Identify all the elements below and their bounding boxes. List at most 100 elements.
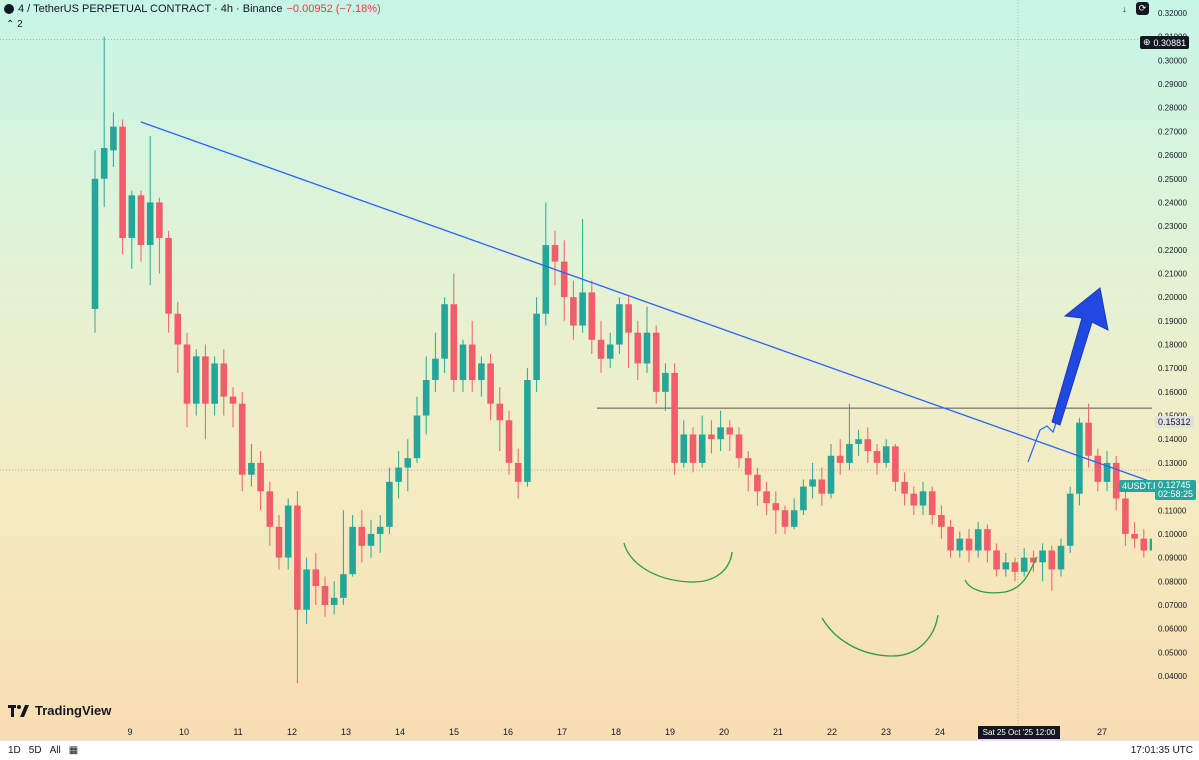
last-price-value: 0.12745 bbox=[1158, 480, 1191, 490]
candle-body bbox=[174, 313, 182, 345]
candle-body bbox=[754, 474, 761, 492]
candle-body bbox=[551, 245, 559, 262]
candle-body bbox=[993, 550, 1000, 570]
breakout-arrow bbox=[1051, 287, 1109, 426]
price-tick-label: 0.30000 bbox=[1158, 56, 1187, 65]
date-tick-label: 22 bbox=[827, 727, 837, 737]
date-tick-label: 23 bbox=[881, 727, 891, 737]
candle-body bbox=[901, 481, 908, 494]
candle-body bbox=[1057, 545, 1065, 570]
download-icon[interactable]: ↓ bbox=[1122, 3, 1127, 14]
candle-body bbox=[846, 443, 853, 463]
candle-body bbox=[468, 344, 476, 381]
candle-body bbox=[330, 597, 338, 605]
candle-body bbox=[1112, 462, 1120, 499]
symbol-price-label: 4USDT.P bbox=[1119, 480, 1163, 492]
right-shoulder-curve bbox=[964, 556, 1038, 594]
candle-body bbox=[1122, 498, 1129, 534]
candle-body bbox=[404, 458, 412, 468]
date-tick-label: 20 bbox=[719, 727, 729, 737]
candle-body bbox=[827, 455, 835, 494]
price-tick-label: 0.21000 bbox=[1158, 269, 1187, 278]
price-tick-label: 0.20000 bbox=[1158, 293, 1187, 302]
date-tick-label: 10 bbox=[179, 727, 189, 737]
candle-body bbox=[192, 356, 200, 404]
price-tick-label: 0.17000 bbox=[1158, 364, 1187, 373]
date-tick-label: 19 bbox=[665, 727, 675, 737]
price-tick-label: 0.10000 bbox=[1158, 530, 1187, 539]
price-tick-label: 0.27000 bbox=[1158, 127, 1187, 136]
price-tick-label: 0.04000 bbox=[1158, 672, 1187, 681]
date-tick-label: 21 bbox=[773, 727, 783, 737]
tradingview-logo[interactable]: TradingView bbox=[8, 703, 111, 718]
left-shoulder-curve bbox=[623, 542, 733, 583]
price-tick-label: 0.14000 bbox=[1158, 435, 1187, 444]
candle-body bbox=[432, 358, 439, 381]
candle-body bbox=[956, 538, 964, 551]
price-axis[interactable]: 0.320000.310000.300000.290000.280000.270… bbox=[1152, 0, 1199, 740]
candle-body bbox=[882, 446, 890, 463]
fullscreen-icon[interactable]: ⟳ bbox=[1136, 2, 1149, 15]
candle-body bbox=[340, 574, 347, 598]
utc-clock[interactable]: 17:01:35 UTC bbox=[1130, 745, 1193, 756]
candle-body bbox=[211, 363, 218, 404]
date-tick-label: 15 bbox=[449, 727, 459, 737]
candle-body bbox=[312, 569, 320, 587]
compare-icon[interactable]: ▦ bbox=[68, 745, 79, 756]
candle-body bbox=[818, 479, 826, 494]
candle-body bbox=[1094, 455, 1102, 482]
timeframe-1d[interactable]: 1D bbox=[8, 745, 21, 756]
candle-body bbox=[671, 372, 678, 463]
price-tick-label: 0.28000 bbox=[1158, 104, 1187, 113]
candle-body bbox=[634, 332, 642, 364]
timeframe-all[interactable]: All bbox=[49, 745, 61, 756]
price-tick-label: 0.32000 bbox=[1158, 9, 1187, 18]
price-tick-label: 0.07000 bbox=[1158, 601, 1187, 610]
descending-trendline bbox=[140, 121, 1152, 483]
candle-body bbox=[275, 526, 283, 558]
symbol-header[interactable]: 4 / TetherUS PERPETUAL CONTRACT · 4h · B… bbox=[4, 3, 381, 15]
symbol-title[interactable]: 4 / TetherUS PERPETUAL CONTRACT · 4h · B… bbox=[18, 3, 283, 15]
candle-body bbox=[965, 538, 973, 551]
candle-body bbox=[533, 313, 540, 381]
candle-body bbox=[974, 529, 982, 551]
date-tick-label: 14 bbox=[395, 727, 405, 737]
candle-body bbox=[606, 344, 614, 359]
candle-body bbox=[616, 304, 623, 345]
head-curve bbox=[821, 614, 939, 657]
candle-body bbox=[809, 479, 816, 487]
candle-body bbox=[643, 332, 651, 364]
candle-body bbox=[321, 586, 329, 605]
candle-body bbox=[422, 380, 430, 416]
candle-body bbox=[119, 126, 126, 238]
candle-body bbox=[386, 481, 393, 527]
indicator-count[interactable]: ⌃ 2 bbox=[6, 19, 23, 30]
candle-body bbox=[919, 491, 927, 506]
price-tick-label: 0.24000 bbox=[1158, 198, 1187, 207]
candle-body bbox=[91, 178, 99, 309]
candle-body bbox=[698, 434, 706, 463]
chart-area[interactable]: 9 10 11 12 13 14 15 16 17 18 19 20 21 22 23 24 27 2 bbox=[0, 0, 1152, 740]
last-price-tag: 0.12745 02:58:25 bbox=[1155, 480, 1197, 500]
timeframe-5d[interactable]: 5D bbox=[28, 745, 42, 756]
price-change: −0.00952 (−7.18%) bbox=[286, 3, 381, 15]
candle-body bbox=[505, 420, 513, 463]
candle-body bbox=[579, 292, 586, 326]
candle-body bbox=[542, 245, 550, 314]
date-tick-label: 18 bbox=[611, 727, 621, 737]
candle-body bbox=[790, 510, 798, 527]
price-tick-label: 0.06000 bbox=[1158, 625, 1187, 634]
candle-body bbox=[100, 147, 108, 179]
candle-body bbox=[662, 372, 669, 392]
candle-countdown: 02:58:25 bbox=[1158, 489, 1194, 499]
candle-body bbox=[744, 458, 752, 475]
candlestick-chart[interactable]: 9 10 11 12 13 14 15 16 17 18 19 20 21 22 23 24 27 2 bbox=[0, 0, 1152, 740]
candle-body bbox=[165, 237, 172, 314]
candle-body bbox=[1076, 422, 1083, 494]
top-price-tag[interactable]: ⊕ 0.30881 bbox=[1140, 36, 1190, 49]
candle-body bbox=[708, 434, 715, 440]
bottom-toolbar: 1D 5D All ▦ 17:01:35 UTC bbox=[0, 740, 1199, 760]
candle-body bbox=[478, 363, 485, 381]
resistance-price-tag: 0.15312 bbox=[1155, 416, 1194, 428]
candle-body bbox=[202, 356, 209, 404]
